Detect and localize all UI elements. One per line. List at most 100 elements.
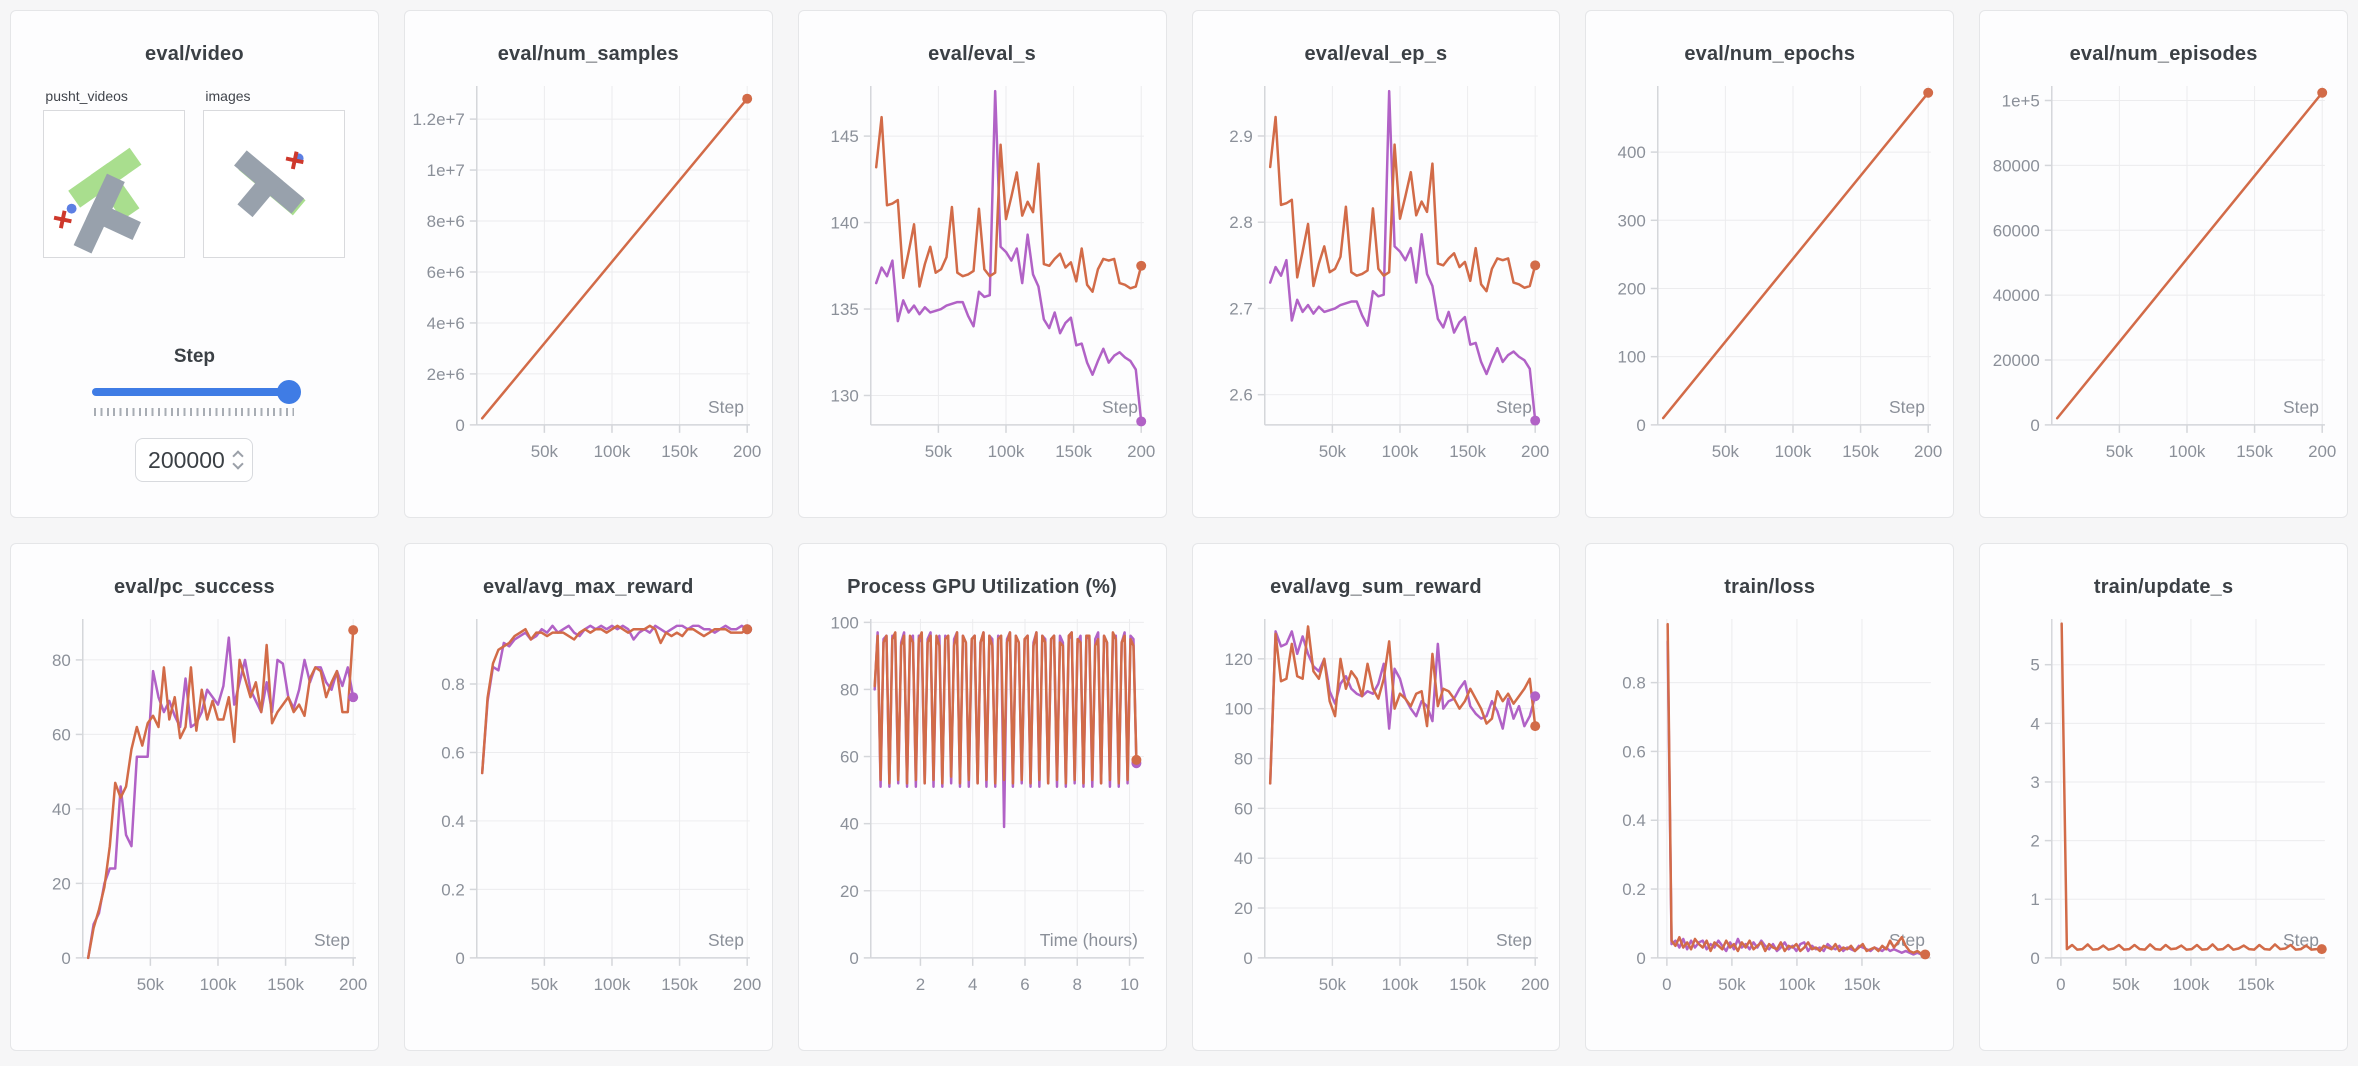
slider-track[interactable] [91,388,295,396]
svg-text:80: 80 [840,680,859,699]
panel-title: eval/eval_s [928,43,1036,65]
svg-text:150k: 150k [1843,442,1880,461]
svg-text:Step: Step [1496,397,1532,417]
target-cross [286,151,305,170]
svg-text:60: 60 [1233,799,1252,818]
svg-text:1: 1 [2031,890,2040,909]
svg-text:0.8: 0.8 [441,675,465,694]
svg-text:50k: 50k [531,975,559,994]
svg-text:150k: 150k [267,975,304,994]
chart-canvas[interactable]: 0 0.2 0.4 0.6 0.8 0 50k 100k 150k Step [1586,607,1953,1030]
chart-canvas[interactable]: 0 2e+6 4e+6 6e+6 8e+6 1e+7 1.2e+7 50k 100k 150k 20… [405,74,772,497]
svg-text:Step: Step [1496,930,1532,950]
svg-text:0.6: 0.6 [1623,742,1647,761]
chart-canvas[interactable]: 0 20 40 60 80 50k 100k 150k 200 Step [11,607,378,1030]
video-thumbnail-pusht[interactable] [43,110,186,258]
svg-text:0: 0 [455,416,464,435]
svg-text:Step: Step [1102,397,1138,417]
panel-eval-avg-sum-reward: eval/avg_sum_reward 0 20 40 60 80 100 120 50k 10… [1191,543,1561,1051]
svg-text:0: 0 [61,949,70,968]
step-input[interactable] [136,439,253,481]
svg-text:150k: 150k [661,442,698,461]
svg-text:50k: 50k [2112,975,2140,994]
svg-text:60000: 60000 [1993,221,2040,240]
svg-text:0: 0 [1243,949,1252,968]
block-t-shape [234,150,305,218]
svg-text:50k: 50k [137,975,165,994]
chart-canvas[interactable]: 130 135 140 145 50k 100k 150k 200 Step [799,74,1166,497]
panel-eval-num-samples: eval/num_samples 0 2e+6 4e+6 6e+6 8e+6 1e+7 1.… [403,10,773,518]
svg-text:0.8: 0.8 [1623,674,1647,693]
svg-text:150k: 150k [1449,442,1486,461]
svg-text:200: 200 [339,975,367,994]
chart-canvas[interactable]: 0 20 40 60 80 100 120 50k 100k 150k 200 Step [1193,607,1560,1030]
panel-train-update-s: train/update_s 0 1 2 3 4 5 0 50k 100k 150k Step [1979,543,2348,1051]
chart-canvas[interactable]: 0 0.2 0.4 0.6 0.8 50k 100k 150k 200 Step [405,607,772,1030]
svg-text:6: 6 [1020,975,1029,994]
svg-text:200: 200 [1127,442,1155,461]
svg-text:0: 0 [1662,975,1671,994]
chart-canvas[interactable]: 0 100 200 300 400 50k 100k 150k 200 Step [1586,74,1953,497]
panel-eval-video: eval/video pusht_videos [10,10,379,518]
svg-text:150k: 150k [661,975,698,994]
chart-canvas[interactable]: 0 20 40 60 80 100 2 4 6 8 10 Time (hours) [799,607,1166,1030]
slider-handle[interactable] [276,380,301,404]
panel-title: eval/avg_sum_reward [1270,576,1482,598]
svg-text:40: 40 [1233,849,1252,868]
stepper-arrows [232,450,245,470]
svg-text:0: 0 [1637,949,1646,968]
svg-text:200: 200 [2308,442,2336,461]
svg-text:145: 145 [830,127,858,146]
svg-text:60: 60 [52,725,71,744]
svg-text:40000: 40000 [1993,286,2040,305]
panel-title: eval/avg_max_reward [482,576,694,598]
panel-train-loss: train/loss 0 0.2 0.4 0.6 0.8 0 50k 100k 150k Step [1585,543,1955,1051]
panel-title: eval/num_samples [497,43,679,65]
chevron-down-icon[interactable] [232,458,245,470]
svg-text:80: 80 [1233,749,1252,768]
svg-text:0: 0 [849,949,858,968]
chart-canvas[interactable]: 0 20000 40000 60000 80000 1e+5 50k 100k 150k 200 S… [1980,74,2347,497]
block-t-shape [74,173,142,254]
svg-text:80: 80 [52,651,71,670]
svg-text:2e+6: 2e+6 [426,365,464,384]
media-pusht-videos: pusht_videos [43,88,186,258]
pusht-render [234,150,306,218]
pusht-render [54,147,142,254]
svg-text:130: 130 [830,386,858,405]
svg-text:100k: 100k [593,442,630,461]
media-images: images [203,88,346,258]
svg-text:135: 135 [830,300,858,319]
svg-text:100k: 100k [2169,442,2206,461]
svg-text:80000: 80000 [1993,156,2040,175]
svg-text:0: 0 [455,949,464,968]
slider-tick-ruler [94,408,295,416]
panel-eval-pc-success: eval/pc_success 0 20 40 60 80 50k 100k 150k 200 S… [10,543,379,1051]
video-thumbnail-images[interactable] [203,110,346,258]
svg-text:150k: 150k [2236,442,2273,461]
svg-text:2: 2 [2031,832,2040,851]
panel-eval-num-episodes: eval/num_episodes 0 20000 40000 60000 80000 1… [1979,10,2348,518]
svg-text:150k: 150k [1449,975,1486,994]
chart-canvas[interactable]: 2.6 2.7 2.8 2.9 50k 100k 150k 200 Step [1193,74,1560,497]
svg-text:400: 400 [1618,143,1646,162]
svg-text:200: 200 [1914,442,1942,461]
svg-text:0: 0 [2031,949,2040,968]
step-slider[interactable] [91,380,301,404]
svg-text:0.6: 0.6 [441,743,465,762]
svg-text:50k: 50k [531,442,559,461]
svg-text:100k: 100k [1381,442,1418,461]
svg-text:40: 40 [52,800,71,819]
svg-text:200: 200 [733,975,761,994]
svg-text:40: 40 [840,815,859,834]
svg-text:0.4: 0.4 [1623,811,1647,830]
svg-text:50k: 50k [924,442,952,461]
svg-text:200: 200 [1521,975,1549,994]
svg-text:0.4: 0.4 [441,812,465,831]
svg-text:100k: 100k [1779,975,1816,994]
svg-text:200: 200 [733,442,761,461]
svg-text:100k: 100k [593,975,630,994]
svg-text:100k: 100k [1381,975,1418,994]
svg-text:10: 10 [1120,975,1139,994]
